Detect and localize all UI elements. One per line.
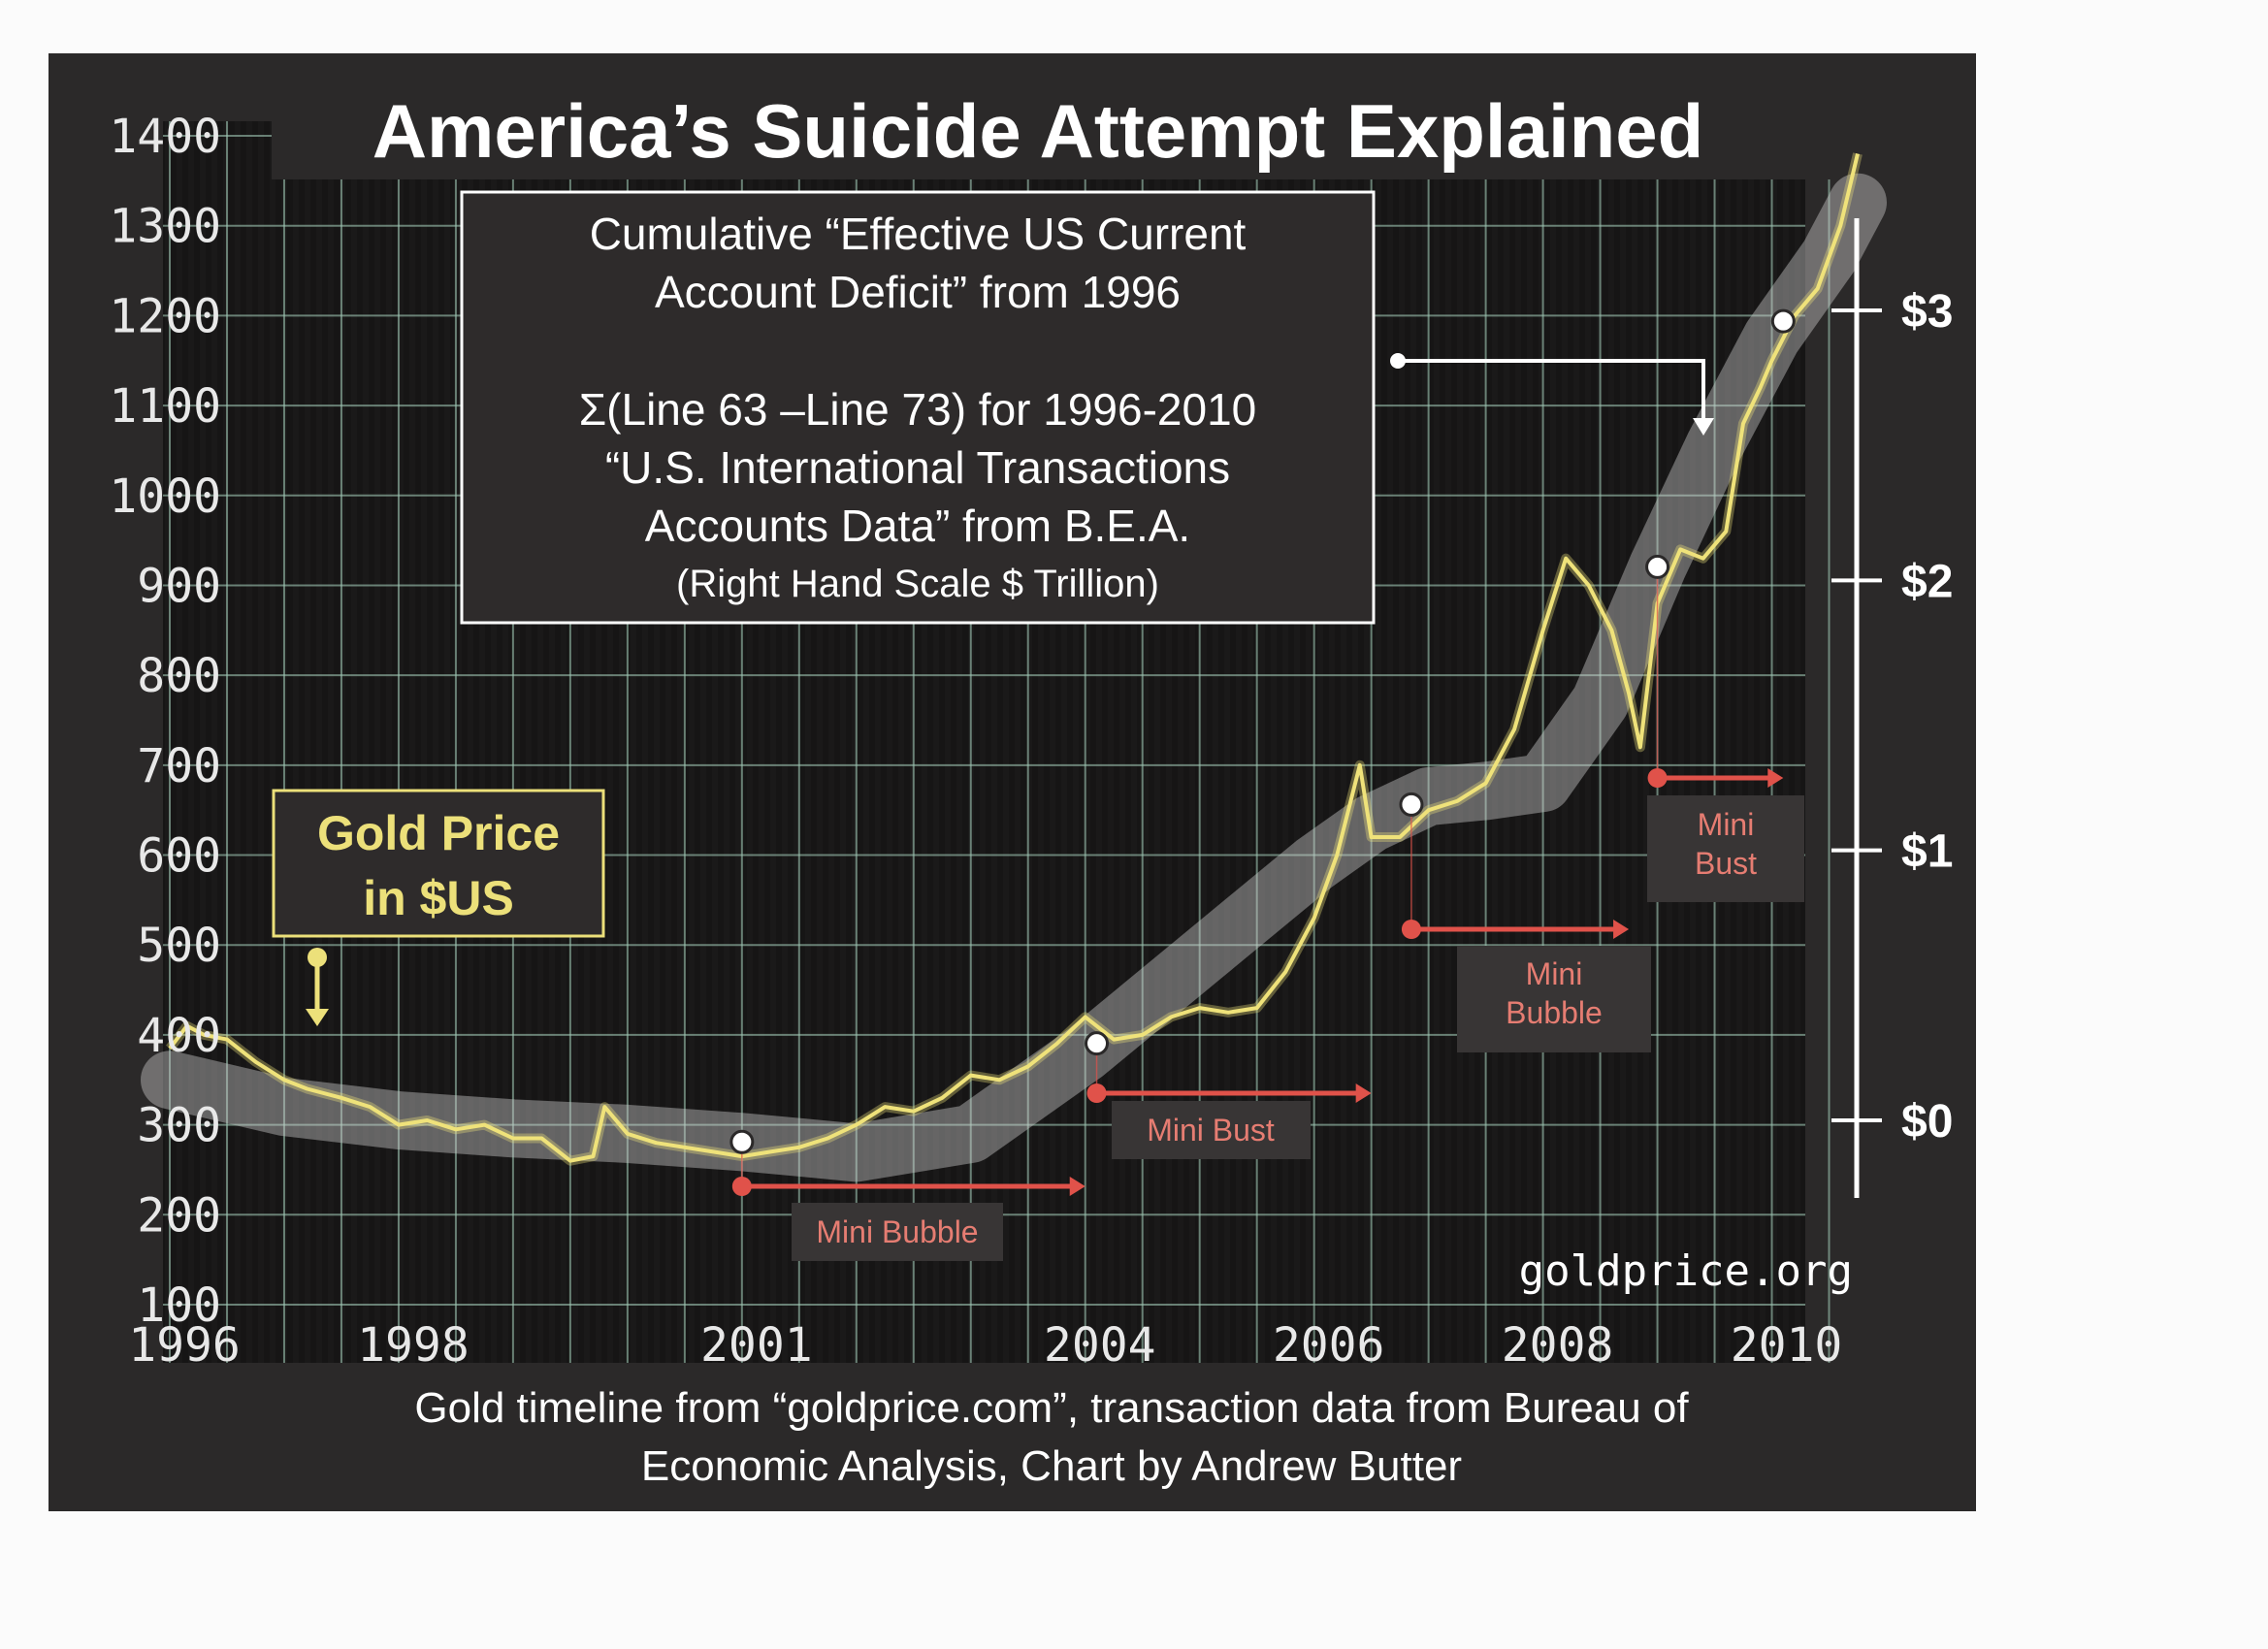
x-tick-label: 2001: [700, 1318, 813, 1373]
gold-label-line-1: Gold Price: [317, 806, 560, 860]
phase-label-3: Mini Bubble: [1457, 946, 1651, 1052]
gold-label-line-2: in $US: [363, 871, 514, 925]
x-tick-label: 2004: [1044, 1318, 1156, 1373]
deficit-marker: [1085, 1031, 1110, 1056]
right-tick-label: $0: [1901, 1096, 1953, 1148]
y-tick-label: 600: [137, 829, 221, 884]
credit-line-2: Economic Analysis, Chart by Andrew Butte…: [641, 1442, 1462, 1490]
info-line-4: “U.S. International Transactions: [605, 442, 1230, 493]
phase-arrow-dot: [731, 1177, 752, 1196]
info-pointer-line: [1398, 359, 1705, 422]
phase-arrow-head: [1069, 1177, 1085, 1196]
y-tick-label: 200: [137, 1188, 221, 1243]
right-tick-label: $3: [1901, 286, 1953, 338]
phase-arrow-dot: [1401, 920, 1421, 939]
deficit-marker: [1399, 792, 1424, 817]
info-line-2: Account Deficit” from 1996: [655, 267, 1181, 317]
chart-panel: $3 $2 $1 $0 1400 1300 1200 1100 1000 900 800 700 60…: [49, 53, 1976, 1511]
phase-label-1: Mini Bubble: [792, 1203, 1003, 1261]
watermark: goldprice.org: [1519, 1246, 1853, 1296]
gold-label-box: [272, 789, 605, 938]
svg-text:Mini Bust: Mini Bust: [1147, 1113, 1275, 1148]
y-tick-label: 800: [137, 649, 221, 703]
svg-text:Bubble: Bubble: [1506, 995, 1603, 1030]
deficit-band-layer: [141, 173, 1887, 1182]
info-line-1: Cumulative “Effective US Current: [590, 209, 1247, 259]
phase-arrow-head: [1767, 768, 1784, 788]
title-background: [272, 73, 1836, 179]
annotation-layer: [731, 566, 1784, 1196]
right-tick-label: $2: [1901, 556, 1953, 607]
gold-price-line: [168, 153, 1860, 1163]
phase-arrow-head: [1613, 920, 1630, 939]
info-line-3: Σ(Line 63 –Line 73) for 1996-2010: [579, 384, 1257, 435]
marker-layer: [729, 308, 1796, 1154]
y-tick-label: 1100: [109, 379, 221, 434]
y-tick-label: 900: [137, 559, 221, 613]
svg-text:Mini: Mini: [1698, 807, 1755, 842]
deficit-marker: [1645, 554, 1670, 579]
y-tick-label: 100: [137, 1278, 221, 1333]
info-line-6: (Right Hand Scale $ Trillion): [676, 563, 1159, 605]
chart-svg: $3 $2 $1 $0 1400 1300 1200 1100 1000 900 800 700 60…: [109, 73, 1953, 1490]
phase-arrow-dot: [1647, 768, 1668, 788]
deficit-band: [141, 173, 1887, 1182]
phase-label-2: Mini Bust: [1112, 1101, 1311, 1159]
right-tick-label: $1: [1901, 826, 1953, 878]
chart-title: America’s Suicide Attempt Explained: [373, 88, 1704, 174]
y-tick-label: 700: [137, 739, 221, 793]
y-tick-label: 1200: [109, 289, 221, 343]
x-tick-label: 2008: [1502, 1318, 1614, 1373]
deficit-marker: [1770, 308, 1796, 334]
y-tick-label: 400: [137, 1009, 221, 1063]
svg-text:Mini Bubble: Mini Bubble: [816, 1214, 978, 1249]
y-tick-label: 1000: [109, 469, 221, 524]
phase-label-4: Mini Bust: [1647, 795, 1804, 902]
x-tick-label: 1998: [357, 1318, 470, 1373]
y-tick-label: 300: [137, 1099, 221, 1153]
x-axis-ticks: 1996 1998 2001 2004 2006 2008 2010: [128, 1318, 1842, 1373]
info-line-5: Accounts Data” from B.E.A.: [645, 501, 1190, 551]
svg-text:Mini: Mini: [1526, 956, 1583, 991]
deficit-marker: [729, 1129, 755, 1154]
x-tick-label: 2006: [1273, 1318, 1385, 1373]
y-tick-label: 1300: [109, 200, 221, 254]
x-tick-label: 2010: [1731, 1318, 1843, 1373]
gold-label-pointer-arrow: [306, 1009, 329, 1026]
svg-text:Bust: Bust: [1695, 846, 1757, 881]
gold-line-layer: [166, 152, 1863, 1166]
x-tick-label: 1996: [128, 1318, 241, 1373]
info-box: [460, 190, 1376, 625]
right-axis-ticks: $3 $2 $1 $0: [1831, 286, 1953, 1148]
phase-arrow-dot: [1086, 1083, 1107, 1103]
y-tick-label: 500: [137, 919, 221, 973]
info-pointer-arrow: [1693, 418, 1714, 436]
left-axis-ticks: 1400 1300 1200 1100 1000 900 800 700 600 500 400 30…: [109, 110, 221, 1333]
y-tick-label: 1400: [109, 110, 221, 164]
credit-line-1: Gold timeline from “goldprice.com”, tran…: [414, 1384, 1689, 1432]
phase-arrow-head: [1355, 1083, 1372, 1103]
